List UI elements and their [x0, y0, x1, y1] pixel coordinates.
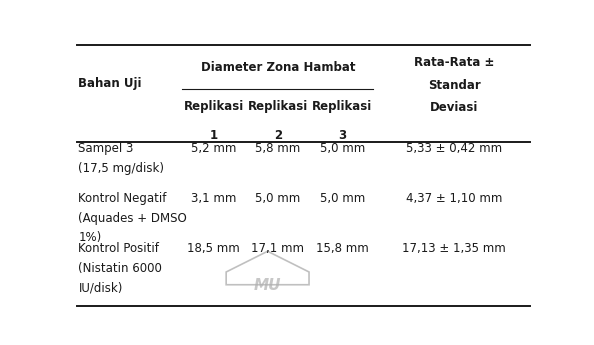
Text: 5,8 mm: 5,8 mm	[255, 142, 301, 156]
Text: 15,8 mm: 15,8 mm	[316, 242, 369, 255]
Text: IU/disk): IU/disk)	[78, 282, 123, 295]
Text: Replikasi: Replikasi	[184, 100, 244, 113]
Text: 5,0 mm: 5,0 mm	[320, 142, 365, 156]
Text: 3,1 mm: 3,1 mm	[191, 191, 236, 205]
Text: Diameter Zona Hambat: Diameter Zona Hambat	[201, 61, 355, 74]
Text: 1: 1	[210, 129, 217, 142]
Text: Replikasi: Replikasi	[248, 100, 308, 113]
Text: (Aquades + DMSO: (Aquades + DMSO	[78, 211, 187, 225]
Text: (Nistatin 6000: (Nistatin 6000	[78, 262, 162, 275]
Text: 2: 2	[274, 129, 282, 142]
Text: 1%): 1%)	[78, 231, 102, 245]
Text: Kontrol Positif: Kontrol Positif	[78, 242, 159, 255]
Text: Kontrol Negatif: Kontrol Negatif	[78, 191, 167, 205]
Text: Deviasi: Deviasi	[430, 101, 478, 114]
Text: MU: MU	[254, 278, 282, 293]
Text: 17,1 mm: 17,1 mm	[251, 242, 305, 255]
Text: Standar: Standar	[428, 79, 481, 92]
Text: Rata-Rata ±: Rata-Rata ±	[414, 56, 494, 69]
Text: 18,5 mm: 18,5 mm	[187, 242, 240, 255]
Text: 5,33 ± 0,42 mm: 5,33 ± 0,42 mm	[406, 142, 502, 156]
Text: (17,5 mg/disk): (17,5 mg/disk)	[78, 162, 165, 175]
Text: Sampel 3: Sampel 3	[78, 142, 134, 156]
Text: 5,0 mm: 5,0 mm	[320, 191, 365, 205]
Text: 3: 3	[339, 129, 346, 142]
Text: 5,2 mm: 5,2 mm	[191, 142, 236, 156]
Text: Bahan Uji: Bahan Uji	[78, 77, 142, 90]
Text: 17,13 ± 1,35 mm: 17,13 ± 1,35 mm	[402, 242, 506, 255]
Text: Replikasi: Replikasi	[312, 100, 372, 113]
Text: 4,37 ± 1,10 mm: 4,37 ± 1,10 mm	[406, 191, 502, 205]
Text: 5,0 mm: 5,0 mm	[255, 191, 301, 205]
